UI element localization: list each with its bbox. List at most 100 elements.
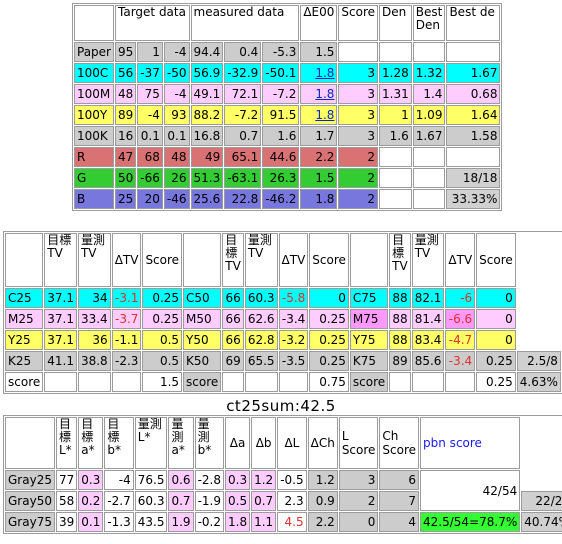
- tv-score-value: 0: [309, 288, 349, 308]
- den-value: [379, 147, 412, 167]
- den-value: [379, 168, 412, 188]
- ct25-sum: ct25sum:42.5: [226, 397, 336, 415]
- measured-tv-value: 82.1: [411, 288, 445, 308]
- measured-value: 22.8: [224, 189, 262, 209]
- gray-value: 4.5: [277, 512, 307, 532]
- corner-cell-3: [349, 233, 389, 287]
- gray-value: 0.6: [168, 470, 194, 490]
- gray-value: -0.5: [277, 470, 307, 490]
- gray-value: 0.3: [78, 470, 104, 490]
- header-delta-b: Δb: [251, 417, 277, 469]
- empty-cell: [244, 372, 278, 392]
- score-value: 3: [338, 84, 379, 104]
- target-value: 0.1: [163, 126, 190, 146]
- gray-value: 0.5: [225, 491, 251, 511]
- tone-value-table: 目標TV 量測TV ΔTV Score 目標TV 量測TV ΔTV Score …: [3, 231, 562, 394]
- tv-side-fraction: 2.5/8: [516, 351, 561, 371]
- best-de-value: 1.58: [446, 126, 501, 146]
- empty-cell: [411, 372, 445, 392]
- delta-tv-value: -3.5: [278, 351, 309, 371]
- primary-color-table: Target data measured data ΔE00 Score Den…: [72, 3, 503, 211]
- measured-value: -63.1: [224, 168, 262, 188]
- score-value: 3: [338, 63, 379, 83]
- target-tv-value: 88: [389, 309, 411, 329]
- best-den-value: [412, 42, 446, 62]
- best-de-value: [446, 42, 501, 62]
- target-value: 56: [115, 63, 137, 83]
- score-value: 2: [338, 147, 379, 167]
- measured-value: 56.9: [190, 63, 224, 83]
- target-value: -66: [137, 168, 163, 188]
- header-target-l: 目標L*: [55, 417, 78, 469]
- den-value: 1: [379, 105, 412, 125]
- tv-score-value: 0.25: [142, 309, 183, 329]
- delta-e00-value: 2.2: [300, 147, 338, 167]
- target-value: 93: [163, 105, 190, 125]
- best-den-value: 1.32: [412, 63, 446, 83]
- score-value: [338, 42, 379, 62]
- row-label: G: [74, 168, 114, 188]
- header-measured-b: 量測b*: [194, 417, 224, 469]
- header-delta-e00: ΔE00: [300, 5, 338, 41]
- score-label-3: score: [349, 372, 389, 392]
- target-tv-value: 66: [222, 309, 244, 329]
- gray-value: 0.3: [225, 470, 251, 490]
- gray-value: 2.2: [307, 512, 338, 532]
- header-measured-l: 量測L*: [134, 417, 168, 469]
- header-measured-tv-2: 量測TV: [244, 233, 278, 287]
- tv-row-label: C75: [349, 288, 389, 308]
- target-value: 16: [115, 126, 137, 146]
- gray-value: 1.2: [251, 470, 277, 490]
- header-measured-tv: 量測TV: [77, 233, 111, 287]
- measured-value: 49: [190, 147, 224, 167]
- delta-e00-text: 1.8: [315, 87, 335, 101]
- header-delta-l: ΔL: [277, 417, 307, 469]
- tv-row-label: Y50: [183, 330, 222, 350]
- header-best-de: Best de: [446, 5, 501, 41]
- row-label: Paper: [74, 42, 114, 62]
- header-target-b: 目標b*: [104, 417, 134, 469]
- measured-value: 1.6: [262, 126, 300, 146]
- tv-score-value: 0: [476, 330, 516, 350]
- header-target-tv-3: 目標TV: [389, 233, 411, 287]
- header-score-3: Score: [476, 233, 516, 287]
- tv-score-sum-3: 0.25: [476, 372, 516, 392]
- delta-e00-value: 1.7: [300, 126, 338, 146]
- corner-cell: [74, 5, 114, 41]
- header-target-data: Target data: [115, 5, 190, 41]
- tv-row-label: M75: [349, 309, 389, 329]
- target-tv-value: 37.1: [44, 330, 77, 350]
- header-measured-a: 量測a*: [168, 417, 194, 469]
- gray-value: 1.2: [307, 470, 338, 490]
- gray-value: 0.7: [168, 491, 194, 511]
- tv-row-label: C50: [183, 288, 222, 308]
- gray-value: 43.5: [134, 512, 168, 532]
- best-de-value: 0.68: [446, 84, 501, 104]
- delta-tv-value: -5.8: [278, 288, 309, 308]
- gray-value: 0.9: [307, 491, 338, 511]
- tv-row-label: K75: [349, 351, 389, 371]
- score-label: score: [5, 372, 44, 392]
- gray-value: 4: [379, 512, 420, 532]
- target-tv-value: 41.1: [44, 351, 77, 371]
- gray-balance-table: 目標L* 目標a* 目標b* 量測L* 量測a* 量測b* Δa Δb ΔL Δ…: [3, 415, 562, 534]
- header-delta-ch: ΔCh: [307, 417, 338, 469]
- header-target-tv: 目標TV: [44, 233, 77, 287]
- best-de-value: 1.64: [446, 105, 501, 125]
- delta-e00-value: 1.5: [300, 168, 338, 188]
- gray-value: 6: [379, 470, 420, 490]
- measured-tv-value: 81.4: [411, 309, 445, 329]
- tv-score-value: 0.5: [142, 351, 183, 371]
- gray-value: 7: [379, 491, 420, 511]
- delta-e00-value: 1.8: [300, 105, 338, 125]
- gray-value: -4: [104, 470, 134, 490]
- pbn-total: 42.5/54=78.7%: [420, 512, 521, 532]
- tv-score-sum-2: 0.75: [309, 372, 349, 392]
- target-value: -4: [163, 42, 190, 62]
- tv-row-label: M50: [183, 309, 222, 329]
- measured-value: 0.4: [224, 42, 262, 62]
- header-ch-score: Ch Score: [379, 417, 420, 469]
- gray-value: 1.8: [225, 512, 251, 532]
- gray-value: 0.1: [78, 512, 104, 532]
- gray-row-label: Gray25: [5, 470, 55, 490]
